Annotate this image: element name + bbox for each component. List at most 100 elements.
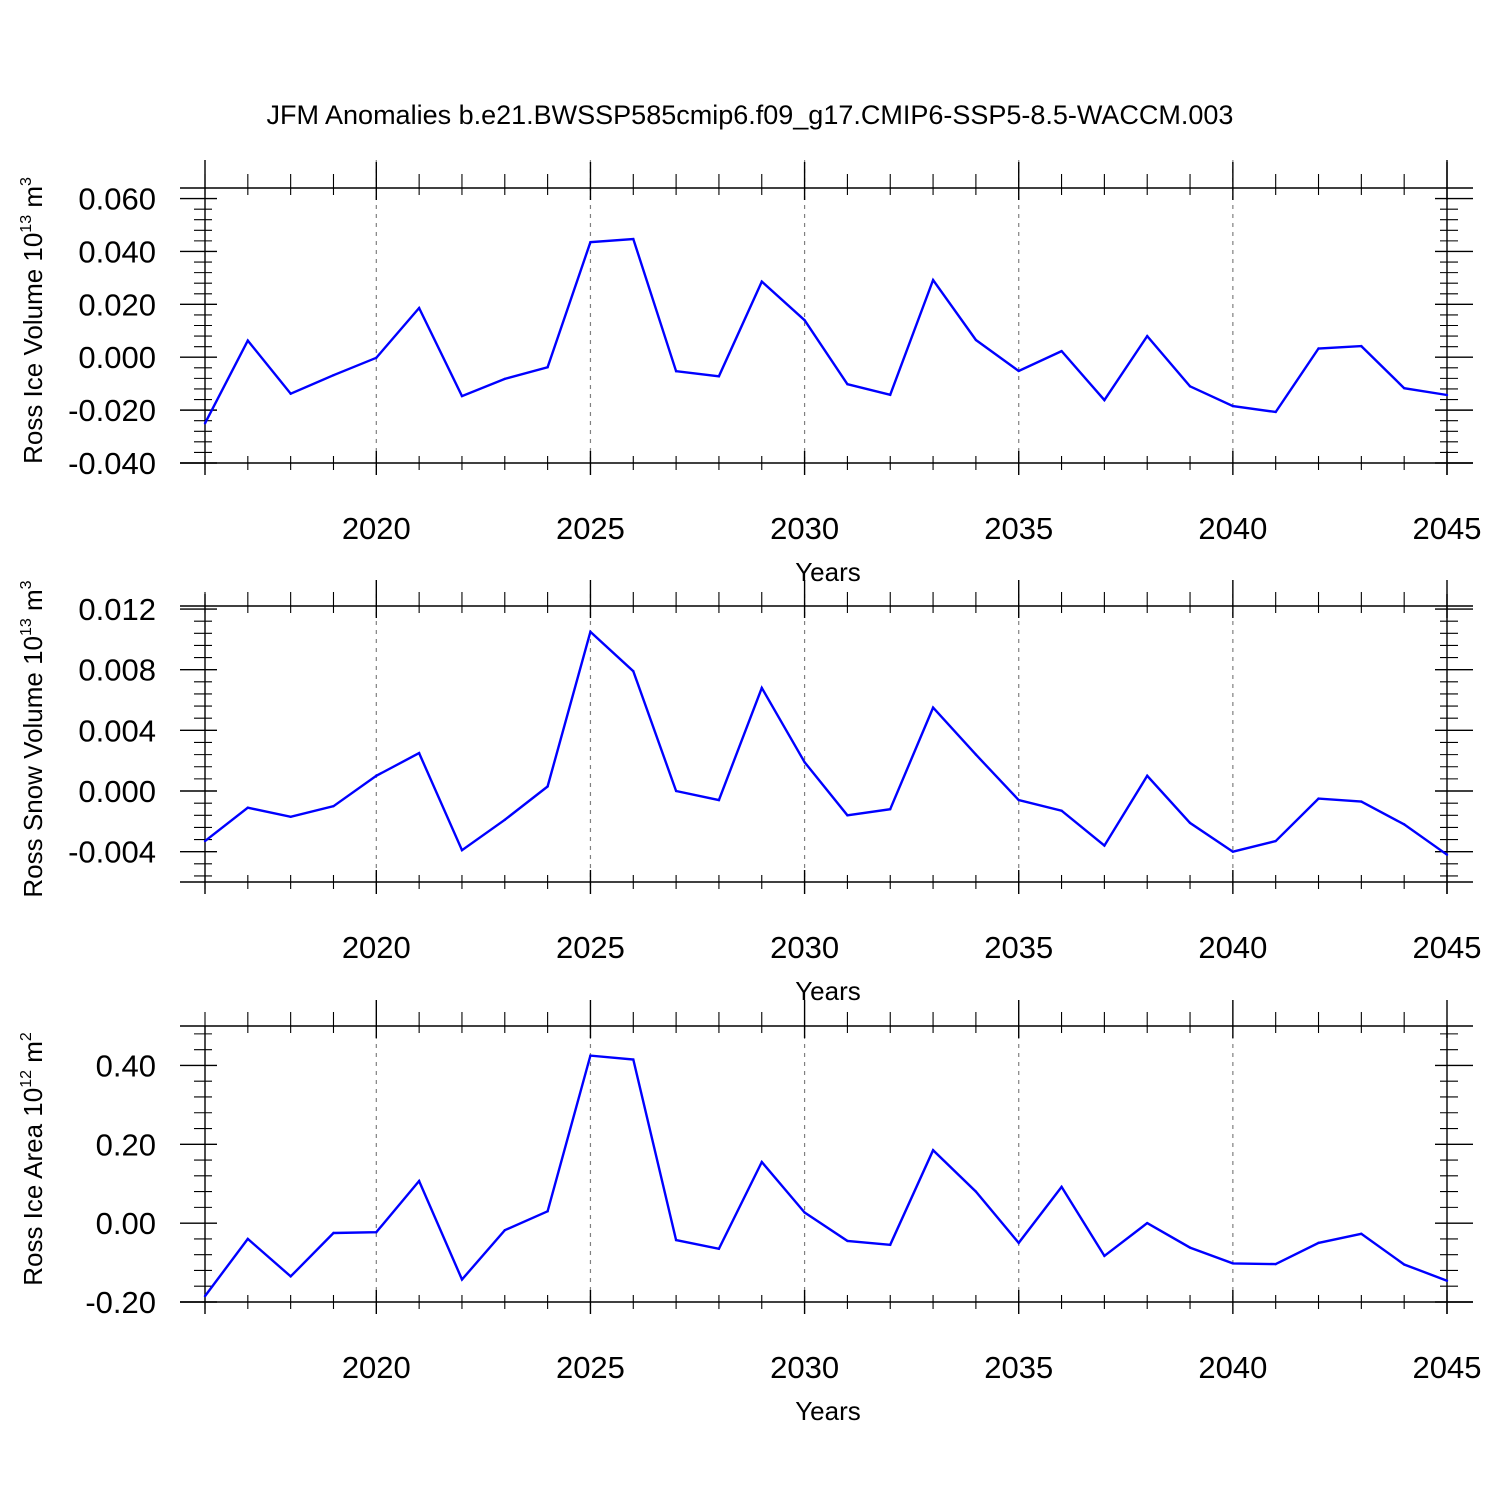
data-point [846, 1239, 849, 1243]
y-tick-label: -0.20 [85, 1285, 156, 1320]
data-point [546, 366, 549, 369]
data-point [717, 798, 721, 802]
x-tick-label: 2045 [1413, 930, 1482, 965]
data-point [1103, 398, 1106, 402]
data-point [289, 392, 292, 395]
y-axis-title-unit: m [18, 1041, 48, 1070]
y-tick-label: 0.000 [78, 340, 156, 375]
y-tick-label: 0.060 [78, 182, 156, 217]
data-point [1402, 823, 1406, 826]
figure-title: JFM Anomalies b.e21.BWSSP585cmip6.f09_g1… [267, 100, 1234, 130]
data-point [589, 1054, 592, 1057]
data-point [760, 686, 763, 690]
y-axis-title: Ross Ice Area 1012 m2 [18, 1032, 48, 1286]
data-point [1146, 774, 1149, 778]
x-tick-label: 2020 [342, 1350, 411, 1385]
data-point [717, 375, 721, 378]
data-point [1274, 410, 1277, 414]
data-point [1188, 1246, 1192, 1249]
y-tick-label: 0.40 [96, 1048, 156, 1083]
x-tick-label: 2025 [556, 930, 625, 965]
data-point [931, 706, 935, 709]
data-point [417, 1179, 421, 1183]
data-point [589, 241, 592, 244]
x-tick-label: 2040 [1198, 930, 1267, 965]
data-point [1360, 800, 1363, 803]
data-point [1103, 1254, 1106, 1258]
y-axis-title-text: Ross Ice Area 10 [18, 1088, 48, 1286]
data-point [974, 753, 978, 756]
x-tick-label: 2020 [342, 511, 411, 546]
data-point [589, 630, 592, 633]
y-axis-title: Ross Snow Volume 1013 m3 [18, 580, 48, 897]
panel-2: -0.004 0.000 0.004 0.008 0.012 2020 2025 2030 20… [18, 580, 1481, 1006]
data-point [417, 751, 421, 755]
data-point [203, 1294, 207, 1298]
data-point [1317, 347, 1320, 350]
data-point [803, 319, 806, 322]
y-tick-label: 0.040 [78, 234, 156, 269]
x-axis-title: Years [795, 976, 861, 1006]
data-point [1060, 809, 1063, 812]
y-tick-label: -0.004 [68, 835, 156, 870]
y-tick-label: 0.00 [96, 1206, 156, 1241]
panel-1: -0.040 -0.020 0.000 0.020 0.040 0.060 2020 2025… [18, 160, 1481, 587]
data-point [1146, 1221, 1149, 1225]
data-point [889, 1243, 892, 1247]
y-axis-title-unit-exponent: 2 [18, 1032, 35, 1041]
y-tick-label: -0.020 [68, 393, 156, 428]
data-point [246, 339, 250, 342]
data-point [1017, 798, 1020, 802]
series-line [204, 629, 1448, 856]
x-tick-label: 2035 [984, 1350, 1053, 1385]
series-line [203, 237, 1448, 424]
y-axis-title-unit-exponent: 3 [18, 177, 35, 186]
panels: -0.040 -0.020 0.000 0.020 0.040 0.060 2020 2025… [18, 160, 1481, 1426]
data-point [889, 393, 892, 396]
data-point [1274, 839, 1277, 843]
data-point [289, 815, 292, 818]
data-point [760, 1160, 763, 1164]
data-point [460, 1278, 464, 1281]
data-point [1274, 1262, 1277, 1266]
panel-3: -0.20 0.00 0.20 0.40 2020 2025 2030 2035 2040 204… [18, 1000, 1481, 1426]
data-point [1317, 1241, 1320, 1245]
data-point [1445, 393, 1449, 397]
y-axis-title-text: Ross Ice Volume 10 [18, 233, 48, 464]
y-tick-label: -0.040 [68, 446, 156, 481]
x-tick-label: 2035 [984, 511, 1053, 546]
x-axis-title: Years [795, 557, 861, 587]
y-axis-title-exponent: 13 [18, 215, 35, 233]
data-point [246, 806, 250, 809]
data-point [1188, 385, 1192, 388]
data-point [1017, 369, 1020, 373]
y-tick-label: 0.008 [78, 653, 156, 688]
data-point [1060, 1185, 1063, 1189]
data-point [203, 839, 207, 843]
y-tick-label: 0.20 [96, 1127, 156, 1162]
x-tick-label: 2040 [1198, 511, 1267, 546]
data-point [1445, 1279, 1449, 1282]
data-point [1231, 404, 1235, 408]
y-tick-label: 0.020 [78, 287, 156, 322]
data-point [1360, 1232, 1363, 1235]
x-tick-label: 2035 [984, 930, 1053, 965]
data-point [332, 1231, 335, 1235]
data-point [1017, 1241, 1020, 1245]
data-point [803, 760, 806, 764]
data-point [546, 785, 549, 788]
data-point [375, 356, 378, 359]
data-point [332, 804, 335, 808]
data-point [289, 1275, 292, 1278]
data-point [974, 1190, 978, 1193]
data-point [974, 338, 978, 342]
data-point [417, 306, 421, 310]
data-point [375, 774, 378, 778]
data-point [203, 422, 207, 425]
x-tick-label: 2020 [342, 930, 411, 965]
data-point [632, 237, 635, 241]
data-point [1103, 844, 1106, 847]
data-point [503, 818, 506, 822]
data-point [1402, 386, 1406, 390]
